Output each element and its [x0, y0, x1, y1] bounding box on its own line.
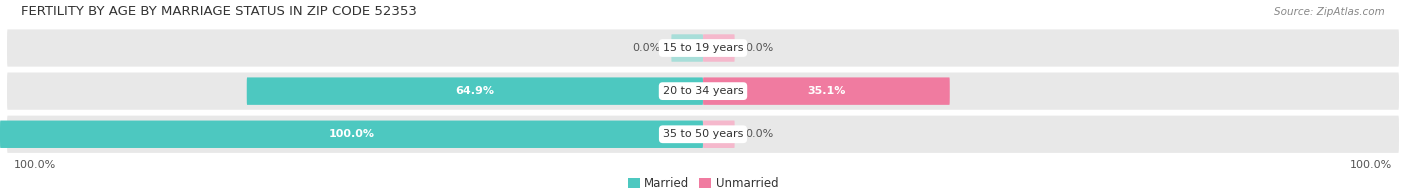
FancyBboxPatch shape [703, 121, 734, 148]
Text: 35 to 50 years: 35 to 50 years [662, 129, 744, 139]
FancyBboxPatch shape [7, 116, 1399, 153]
Text: 100.0%: 100.0% [14, 160, 56, 170]
Text: Source: ZipAtlas.com: Source: ZipAtlas.com [1274, 7, 1385, 17]
Text: 0.0%: 0.0% [745, 129, 773, 139]
Text: 100.0%: 100.0% [329, 129, 374, 139]
Text: FERTILITY BY AGE BY MARRIAGE STATUS IN ZIP CODE 52353: FERTILITY BY AGE BY MARRIAGE STATUS IN Z… [21, 5, 418, 18]
FancyBboxPatch shape [7, 73, 1399, 110]
FancyBboxPatch shape [246, 77, 703, 105]
Legend: Married, Unmarried: Married, Unmarried [628, 177, 778, 190]
Text: 64.9%: 64.9% [456, 86, 495, 96]
FancyBboxPatch shape [703, 77, 950, 105]
FancyBboxPatch shape [672, 34, 703, 62]
Text: 0.0%: 0.0% [745, 43, 773, 53]
Text: 100.0%: 100.0% [1350, 160, 1392, 170]
FancyBboxPatch shape [7, 29, 1399, 67]
Text: 20 to 34 years: 20 to 34 years [662, 86, 744, 96]
FancyBboxPatch shape [0, 121, 703, 148]
Text: 35.1%: 35.1% [807, 86, 845, 96]
Text: 0.0%: 0.0% [633, 43, 661, 53]
FancyBboxPatch shape [703, 34, 734, 62]
Text: 15 to 19 years: 15 to 19 years [662, 43, 744, 53]
